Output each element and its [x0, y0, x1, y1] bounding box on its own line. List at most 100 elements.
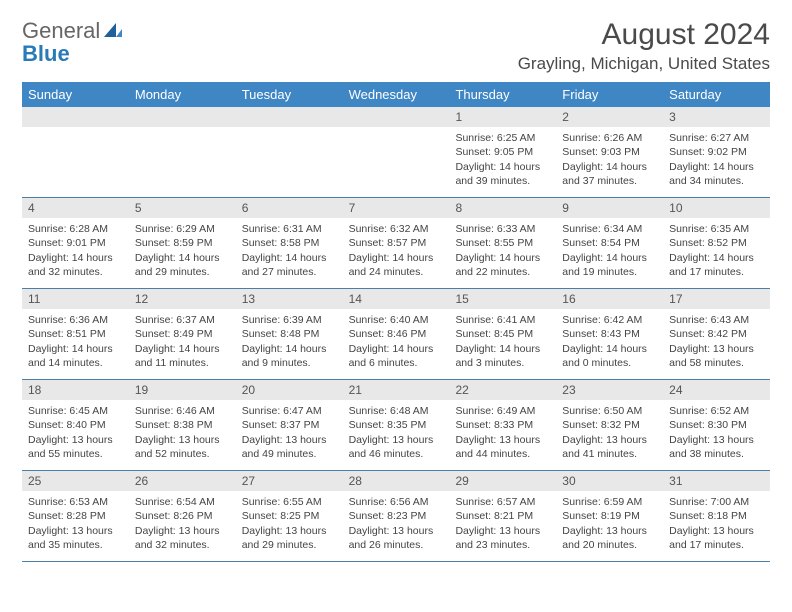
sunset-line: Sunset: 9:05 PM	[455, 145, 550, 159]
day-body: Sunrise: 6:45 AMSunset: 8:40 PMDaylight:…	[22, 400, 129, 467]
day-body: Sunrise: 6:33 AMSunset: 8:55 PMDaylight:…	[449, 218, 556, 285]
sunrise-line: Sunrise: 6:43 AM	[669, 313, 764, 327]
day-cell: 23Sunrise: 6:50 AMSunset: 8:32 PMDayligh…	[556, 380, 663, 470]
day-number: 14	[343, 289, 450, 309]
sunset-line: Sunset: 8:30 PM	[669, 418, 764, 432]
day-number: 28	[343, 471, 450, 491]
day-number: 9	[556, 198, 663, 218]
sunrise-line: Sunrise: 6:28 AM	[28, 222, 123, 236]
daylight-line: Daylight: 14 hours and 6 minutes.	[349, 342, 444, 370]
sunset-line: Sunset: 8:43 PM	[562, 327, 657, 341]
daylight-line: Daylight: 14 hours and 17 minutes.	[669, 251, 764, 279]
daylight-line: Daylight: 14 hours and 3 minutes.	[455, 342, 550, 370]
day-number: 19	[129, 380, 236, 400]
day-body: Sunrise: 6:28 AMSunset: 9:01 PMDaylight:…	[22, 218, 129, 285]
sunset-line: Sunset: 8:28 PM	[28, 509, 123, 523]
day-cell: 24Sunrise: 6:52 AMSunset: 8:30 PMDayligh…	[663, 380, 770, 470]
sunset-line: Sunset: 8:52 PM	[669, 236, 764, 250]
day-cell: 10Sunrise: 6:35 AMSunset: 8:52 PMDayligh…	[663, 198, 770, 288]
day-body: Sunrise: 6:43 AMSunset: 8:42 PMDaylight:…	[663, 309, 770, 376]
logo: GeneralBlue	[22, 18, 124, 67]
weekday-tuesday: Tuesday	[236, 82, 343, 107]
sunrise-line: Sunrise: 6:46 AM	[135, 404, 230, 418]
day-cell: 8Sunrise: 6:33 AMSunset: 8:55 PMDaylight…	[449, 198, 556, 288]
day-cell: 18Sunrise: 6:45 AMSunset: 8:40 PMDayligh…	[22, 380, 129, 470]
sunrise-line: Sunrise: 6:57 AM	[455, 495, 550, 509]
day-number: 23	[556, 380, 663, 400]
daylight-line: Daylight: 13 hours and 55 minutes.	[28, 433, 123, 461]
sunset-line: Sunset: 9:01 PM	[28, 236, 123, 250]
daylight-line: Daylight: 14 hours and 14 minutes.	[28, 342, 123, 370]
day-number: 7	[343, 198, 450, 218]
daylight-line: Daylight: 13 hours and 23 minutes.	[455, 524, 550, 552]
day-body: Sunrise: 6:59 AMSunset: 8:19 PMDaylight:…	[556, 491, 663, 558]
day-body: Sunrise: 6:27 AMSunset: 9:02 PMDaylight:…	[663, 127, 770, 194]
sunrise-line: Sunrise: 6:50 AM	[562, 404, 657, 418]
daylight-line: Daylight: 13 hours and 44 minutes.	[455, 433, 550, 461]
day-number: 8	[449, 198, 556, 218]
sunrise-line: Sunrise: 6:59 AM	[562, 495, 657, 509]
sunrise-line: Sunrise: 6:40 AM	[349, 313, 444, 327]
day-body: Sunrise: 6:55 AMSunset: 8:25 PMDaylight:…	[236, 491, 343, 558]
day-number	[343, 107, 450, 127]
daylight-line: Daylight: 13 hours and 38 minutes.	[669, 433, 764, 461]
day-body: Sunrise: 6:49 AMSunset: 8:33 PMDaylight:…	[449, 400, 556, 467]
day-body: Sunrise: 6:47 AMSunset: 8:37 PMDaylight:…	[236, 400, 343, 467]
day-cell: 14Sunrise: 6:40 AMSunset: 8:46 PMDayligh…	[343, 289, 450, 379]
day-cell: 28Sunrise: 6:56 AMSunset: 8:23 PMDayligh…	[343, 471, 450, 561]
header: GeneralBlue August 2024 Grayling, Michig…	[22, 18, 770, 74]
sunrise-line: Sunrise: 6:32 AM	[349, 222, 444, 236]
sunrise-line: Sunrise: 7:00 AM	[669, 495, 764, 509]
day-cell: 4Sunrise: 6:28 AMSunset: 9:01 PMDaylight…	[22, 198, 129, 288]
weekday-thursday: Thursday	[449, 82, 556, 107]
sunrise-line: Sunrise: 6:45 AM	[28, 404, 123, 418]
weekday-sunday: Sunday	[22, 82, 129, 107]
sunset-line: Sunset: 8:25 PM	[242, 509, 337, 523]
day-number: 26	[129, 471, 236, 491]
daylight-line: Daylight: 14 hours and 9 minutes.	[242, 342, 337, 370]
day-number: 18	[22, 380, 129, 400]
location: Grayling, Michigan, United States	[518, 54, 770, 74]
sunrise-line: Sunrise: 6:52 AM	[669, 404, 764, 418]
week-row: 1Sunrise: 6:25 AMSunset: 9:05 PMDaylight…	[22, 107, 770, 198]
month-title: August 2024	[518, 18, 770, 52]
day-cell: 29Sunrise: 6:57 AMSunset: 8:21 PMDayligh…	[449, 471, 556, 561]
day-number: 6	[236, 198, 343, 218]
day-cell	[129, 107, 236, 197]
day-cell: 27Sunrise: 6:55 AMSunset: 8:25 PMDayligh…	[236, 471, 343, 561]
daylight-line: Daylight: 14 hours and 22 minutes.	[455, 251, 550, 279]
day-body: Sunrise: 6:25 AMSunset: 9:05 PMDaylight:…	[449, 127, 556, 194]
day-body: Sunrise: 6:32 AMSunset: 8:57 PMDaylight:…	[343, 218, 450, 285]
sunrise-line: Sunrise: 6:27 AM	[669, 131, 764, 145]
day-number: 21	[343, 380, 450, 400]
day-cell: 16Sunrise: 6:42 AMSunset: 8:43 PMDayligh…	[556, 289, 663, 379]
daylight-line: Daylight: 13 hours and 26 minutes.	[349, 524, 444, 552]
sunrise-line: Sunrise: 6:41 AM	[455, 313, 550, 327]
day-number	[22, 107, 129, 127]
sunset-line: Sunset: 8:57 PM	[349, 236, 444, 250]
daylight-line: Daylight: 13 hours and 58 minutes.	[669, 342, 764, 370]
weekday-monday: Monday	[129, 82, 236, 107]
day-cell: 21Sunrise: 6:48 AMSunset: 8:35 PMDayligh…	[343, 380, 450, 470]
daylight-line: Daylight: 14 hours and 32 minutes.	[28, 251, 123, 279]
sunrise-line: Sunrise: 6:36 AM	[28, 313, 123, 327]
day-body: Sunrise: 6:40 AMSunset: 8:46 PMDaylight:…	[343, 309, 450, 376]
sunrise-line: Sunrise: 6:31 AM	[242, 222, 337, 236]
sunrise-line: Sunrise: 6:39 AM	[242, 313, 337, 327]
day-cell: 19Sunrise: 6:46 AMSunset: 8:38 PMDayligh…	[129, 380, 236, 470]
day-cell: 13Sunrise: 6:39 AMSunset: 8:48 PMDayligh…	[236, 289, 343, 379]
day-body: Sunrise: 6:29 AMSunset: 8:59 PMDaylight:…	[129, 218, 236, 285]
day-body: Sunrise: 6:26 AMSunset: 9:03 PMDaylight:…	[556, 127, 663, 194]
day-body: Sunrise: 6:57 AMSunset: 8:21 PMDaylight:…	[449, 491, 556, 558]
week-row: 25Sunrise: 6:53 AMSunset: 8:28 PMDayligh…	[22, 471, 770, 562]
sunset-line: Sunset: 8:51 PM	[28, 327, 123, 341]
day-number: 15	[449, 289, 556, 309]
sunrise-line: Sunrise: 6:26 AM	[562, 131, 657, 145]
day-number: 17	[663, 289, 770, 309]
logo-text-1: General	[22, 18, 100, 43]
day-body: Sunrise: 6:53 AMSunset: 8:28 PMDaylight:…	[22, 491, 129, 558]
day-cell	[22, 107, 129, 197]
sunrise-line: Sunrise: 6:54 AM	[135, 495, 230, 509]
day-cell: 31Sunrise: 7:00 AMSunset: 8:18 PMDayligh…	[663, 471, 770, 561]
day-number: 22	[449, 380, 556, 400]
